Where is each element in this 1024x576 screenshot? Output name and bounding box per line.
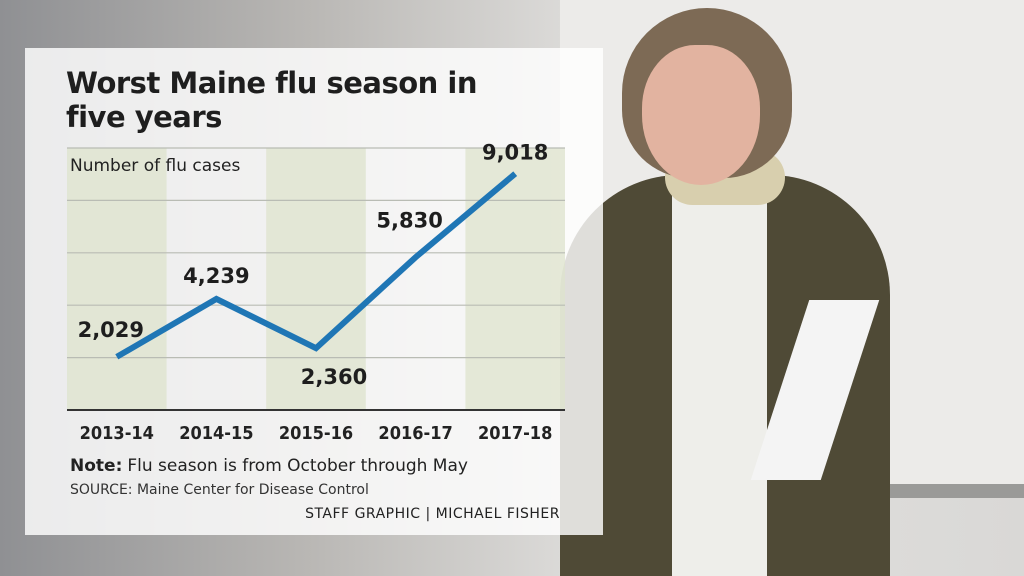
x-tick-label: 2017-18 bbox=[478, 423, 552, 444]
note: Note: Flu season is from October through … bbox=[70, 456, 468, 476]
data-label: 9,018 bbox=[482, 141, 548, 165]
data-label: 2,029 bbox=[78, 318, 144, 342]
y-axis-label: Number of flu cases bbox=[70, 156, 240, 176]
column-band bbox=[67, 148, 167, 410]
board-rail bbox=[860, 484, 1024, 498]
note-label: Note: bbox=[70, 456, 122, 476]
data-label: 5,830 bbox=[376, 208, 442, 232]
data-label: 2,360 bbox=[301, 365, 367, 389]
x-tick-label: 2014-15 bbox=[179, 423, 253, 444]
data-line bbox=[115, 171, 518, 360]
column-band bbox=[465, 148, 565, 410]
bands bbox=[67, 148, 565, 410]
note-text: Flu season is from October through May bbox=[127, 456, 468, 476]
person-shirt bbox=[672, 190, 767, 576]
x-tick-label: 2016-17 bbox=[378, 423, 452, 444]
x-tick-label: 2013-14 bbox=[80, 423, 154, 444]
chart-title: Worst Maine flu season in five years bbox=[66, 66, 478, 134]
x-tick-label: 2015-16 bbox=[279, 423, 353, 444]
person-face bbox=[642, 45, 760, 185]
credit: STAFF GRAPHIC | MICHAEL FISHER bbox=[305, 506, 560, 522]
column-band bbox=[266, 148, 366, 410]
source: SOURCE: Maine Center for Disease Control bbox=[70, 482, 369, 498]
plot: 2,029 4,239 2,360 5,830 9,018 bbox=[67, 141, 565, 411]
data-label: 4,239 bbox=[183, 264, 249, 288]
